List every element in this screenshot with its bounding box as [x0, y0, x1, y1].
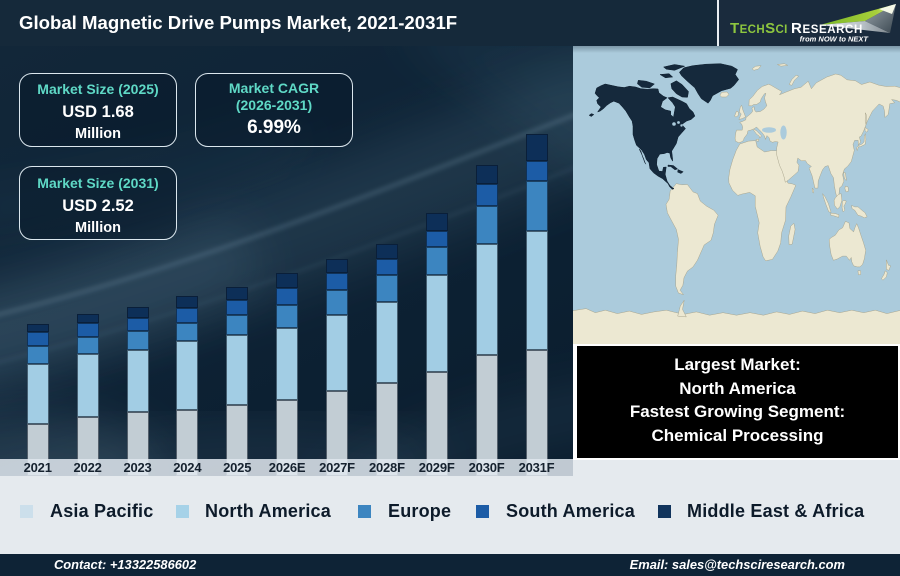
svg-text:RESEARCH: RESEARCH	[791, 20, 863, 37]
svg-text:TECHSCI: TECHSCI	[730, 20, 788, 37]
svg-text:from NOW to NEXT: from NOW to NEXT	[800, 35, 870, 44]
